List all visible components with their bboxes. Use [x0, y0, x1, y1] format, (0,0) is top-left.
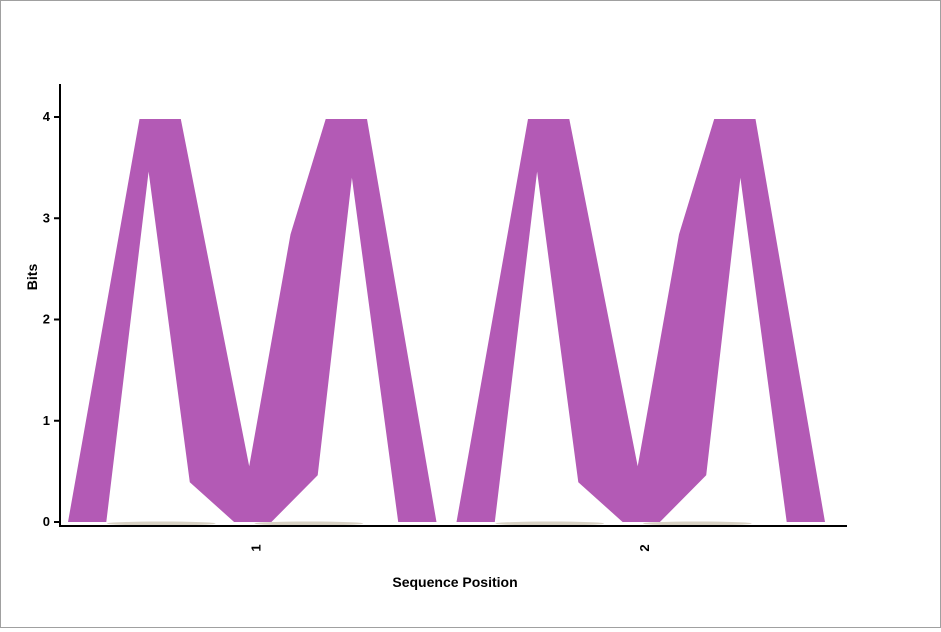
logo-letter-w — [68, 119, 437, 522]
y-tick-label: 3 — [43, 210, 50, 225]
y-tick-label: 1 — [43, 413, 50, 428]
y-axis-ticks: 0 1 2 3 4 — [43, 109, 60, 529]
x-tick-label: 2 — [637, 544, 652, 551]
letter-residual — [495, 521, 605, 526]
letter-residual — [254, 521, 364, 526]
y-tick-label: 4 — [43, 109, 51, 124]
x-tick-label: 1 — [248, 544, 263, 551]
x-axis-title: Sequence Position — [392, 574, 517, 590]
y-axis-title: Bits — [24, 264, 40, 291]
letter-residual — [642, 521, 752, 526]
plot-area — [68, 119, 825, 526]
y-tick-label: 0 — [43, 514, 50, 529]
logo-letter-w — [456, 119, 825, 522]
y-tick-label: 2 — [43, 312, 50, 327]
letter-residual — [106, 521, 216, 526]
